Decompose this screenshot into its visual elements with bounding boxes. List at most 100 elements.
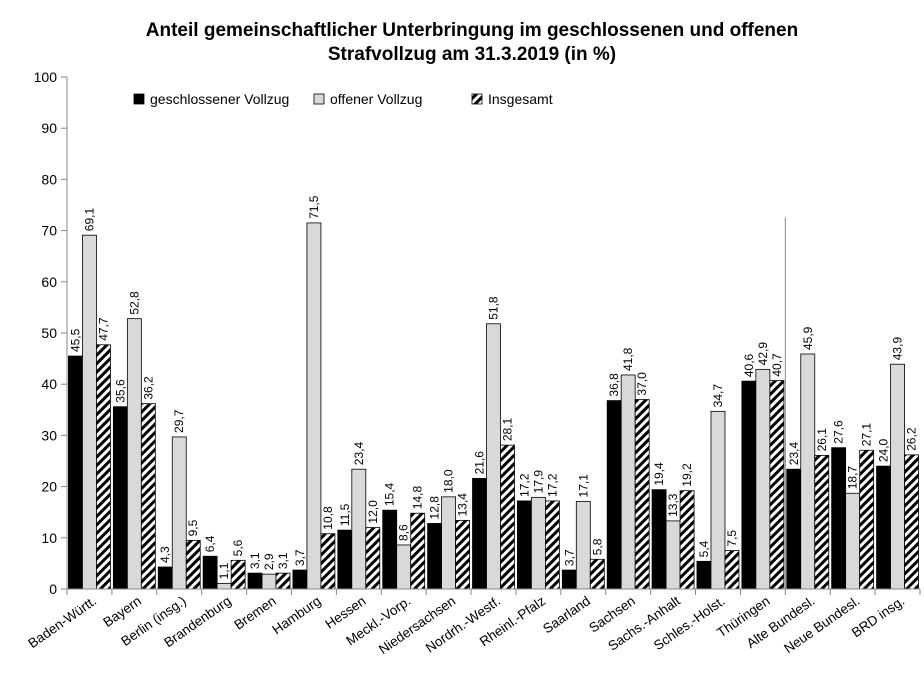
data-label: 45,9 bbox=[801, 326, 815, 350]
bars-group bbox=[68, 222, 919, 590]
bar-insgesamt bbox=[544, 500, 560, 590]
data-label: 17,9 bbox=[531, 470, 545, 494]
bar-offen bbox=[755, 368, 771, 590]
bar-offen bbox=[530, 496, 546, 590]
data-label: 15,4 bbox=[383, 482, 397, 506]
y-tick-label: 40 bbox=[41, 376, 57, 392]
bar-insgesamt bbox=[859, 449, 875, 590]
data-label: 69,1 bbox=[82, 208, 96, 232]
data-label: 18,0 bbox=[442, 469, 456, 493]
bar-offen bbox=[890, 363, 905, 590]
bar-geschlossen bbox=[472, 478, 487, 590]
data-label: 14,8 bbox=[411, 486, 425, 510]
data-label: 9,5 bbox=[186, 519, 200, 536]
data-label: 21,6 bbox=[473, 451, 487, 475]
data-label: 3,1 bbox=[276, 552, 290, 569]
data-label: 6,4 bbox=[203, 535, 217, 552]
bar-offen bbox=[710, 410, 726, 590]
bar-offen bbox=[575, 501, 591, 590]
data-label: 1,1 bbox=[217, 562, 231, 579]
y-tick-label: 80 bbox=[41, 171, 57, 187]
data-label: 13,3 bbox=[666, 493, 680, 517]
x-category-label: Hamburg bbox=[270, 593, 324, 637]
x-category-label: Neue Bundesl. bbox=[781, 593, 862, 656]
bar-insgesamt bbox=[634, 399, 650, 590]
bar-geschlossen bbox=[786, 468, 802, 590]
data-label: 11,5 bbox=[338, 503, 352, 526]
data-label: 19,2 bbox=[680, 463, 694, 487]
bar-offen bbox=[620, 374, 636, 590]
bar-offen bbox=[665, 520, 681, 590]
data-label: 24,0 bbox=[877, 438, 891, 462]
data-label: 17,1 bbox=[576, 474, 590, 498]
x-category-label: Niedersachsen bbox=[376, 593, 458, 657]
y-tick-label: 100 bbox=[34, 69, 58, 85]
data-label: 36,8 bbox=[607, 373, 621, 397]
bar-offen bbox=[845, 492, 861, 590]
legend-swatch bbox=[313, 93, 325, 105]
legend-label: geschlossener Vollzug bbox=[150, 91, 289, 107]
y-tick-label: 60 bbox=[41, 274, 57, 290]
data-label: 12,0 bbox=[366, 500, 380, 524]
y-tick-label: 0 bbox=[49, 581, 57, 597]
y-tick-label: 50 bbox=[41, 325, 57, 341]
bar-insgesamt bbox=[500, 444, 515, 590]
data-label: 19,4 bbox=[652, 462, 666, 486]
y-tick-label: 30 bbox=[41, 427, 57, 443]
bar-geschlossen bbox=[112, 406, 128, 590]
bar-offen bbox=[82, 234, 97, 590]
data-label: 51,8 bbox=[487, 296, 501, 320]
data-label: 29,7 bbox=[172, 409, 186, 433]
data-label: 4,3 bbox=[158, 546, 172, 563]
bar-geschlossen bbox=[427, 523, 443, 590]
y-tick-label: 70 bbox=[41, 223, 57, 239]
x-category-label: Saarland bbox=[540, 593, 593, 636]
bar-geschlossen bbox=[516, 500, 532, 590]
bar-offen bbox=[800, 353, 816, 590]
data-label: 26,2 bbox=[905, 427, 919, 451]
bar-geschlossen bbox=[157, 566, 173, 590]
bar-offen bbox=[306, 222, 322, 590]
bar-geschlossen bbox=[247, 572, 263, 590]
bar-offen bbox=[441, 496, 457, 590]
data-label: 2,9 bbox=[262, 553, 276, 570]
legend-label: Insgesamt bbox=[488, 91, 553, 107]
legend: geschlossener Vollzug offener Vollzug Insg… bbox=[133, 91, 553, 107]
data-label: 7,5 bbox=[725, 530, 739, 547]
data-label: 35,6 bbox=[113, 379, 127, 403]
data-label: 3,1 bbox=[248, 552, 262, 569]
data-label: 3,7 bbox=[293, 549, 307, 566]
bar-geschlossen bbox=[651, 489, 667, 590]
legend-swatch bbox=[133, 93, 145, 105]
data-label: 18,7 bbox=[846, 466, 860, 490]
bar-geschlossen bbox=[696, 560, 712, 590]
y-axis: 0 10 20 30 40 50 60 70 80 90 100 bbox=[34, 69, 786, 597]
bar-insgesamt bbox=[455, 519, 471, 590]
legend-label: offener Vollzug bbox=[330, 91, 422, 107]
data-label: 10,8 bbox=[321, 506, 335, 530]
data-label: 41,8 bbox=[621, 347, 635, 371]
data-label: 37,0 bbox=[635, 372, 649, 396]
data-label: 52,8 bbox=[127, 291, 141, 315]
bar-geschlossen bbox=[382, 509, 398, 590]
y-tick-label: 20 bbox=[41, 479, 57, 495]
bar-insgesamt bbox=[679, 490, 695, 590]
legend-swatch bbox=[471, 93, 483, 105]
bar-offen bbox=[171, 436, 187, 590]
data-label: 3,7 bbox=[562, 549, 576, 566]
data-label: 27,6 bbox=[832, 420, 846, 444]
data-label: 8,6 bbox=[397, 524, 411, 541]
x-category-label: Baden-Württ. bbox=[25, 593, 99, 651]
data-label: 5,4 bbox=[697, 540, 711, 557]
bar-insgesamt bbox=[275, 572, 291, 590]
chart-title-line-2: Strafvollzug am 31.3.2019 (in %) bbox=[328, 44, 616, 65]
data-label: 40,7 bbox=[770, 353, 784, 377]
bar-insgesamt bbox=[365, 527, 381, 590]
data-label: 34,7 bbox=[711, 384, 725, 408]
data-label: 23,4 bbox=[787, 442, 801, 466]
bar-insgesamt bbox=[96, 344, 111, 590]
data-label: 5,8 bbox=[590, 538, 604, 555]
data-label: 47,7 bbox=[96, 317, 110, 341]
data-label: 13,4 bbox=[456, 493, 470, 517]
data-label: 27,1 bbox=[860, 423, 874, 447]
